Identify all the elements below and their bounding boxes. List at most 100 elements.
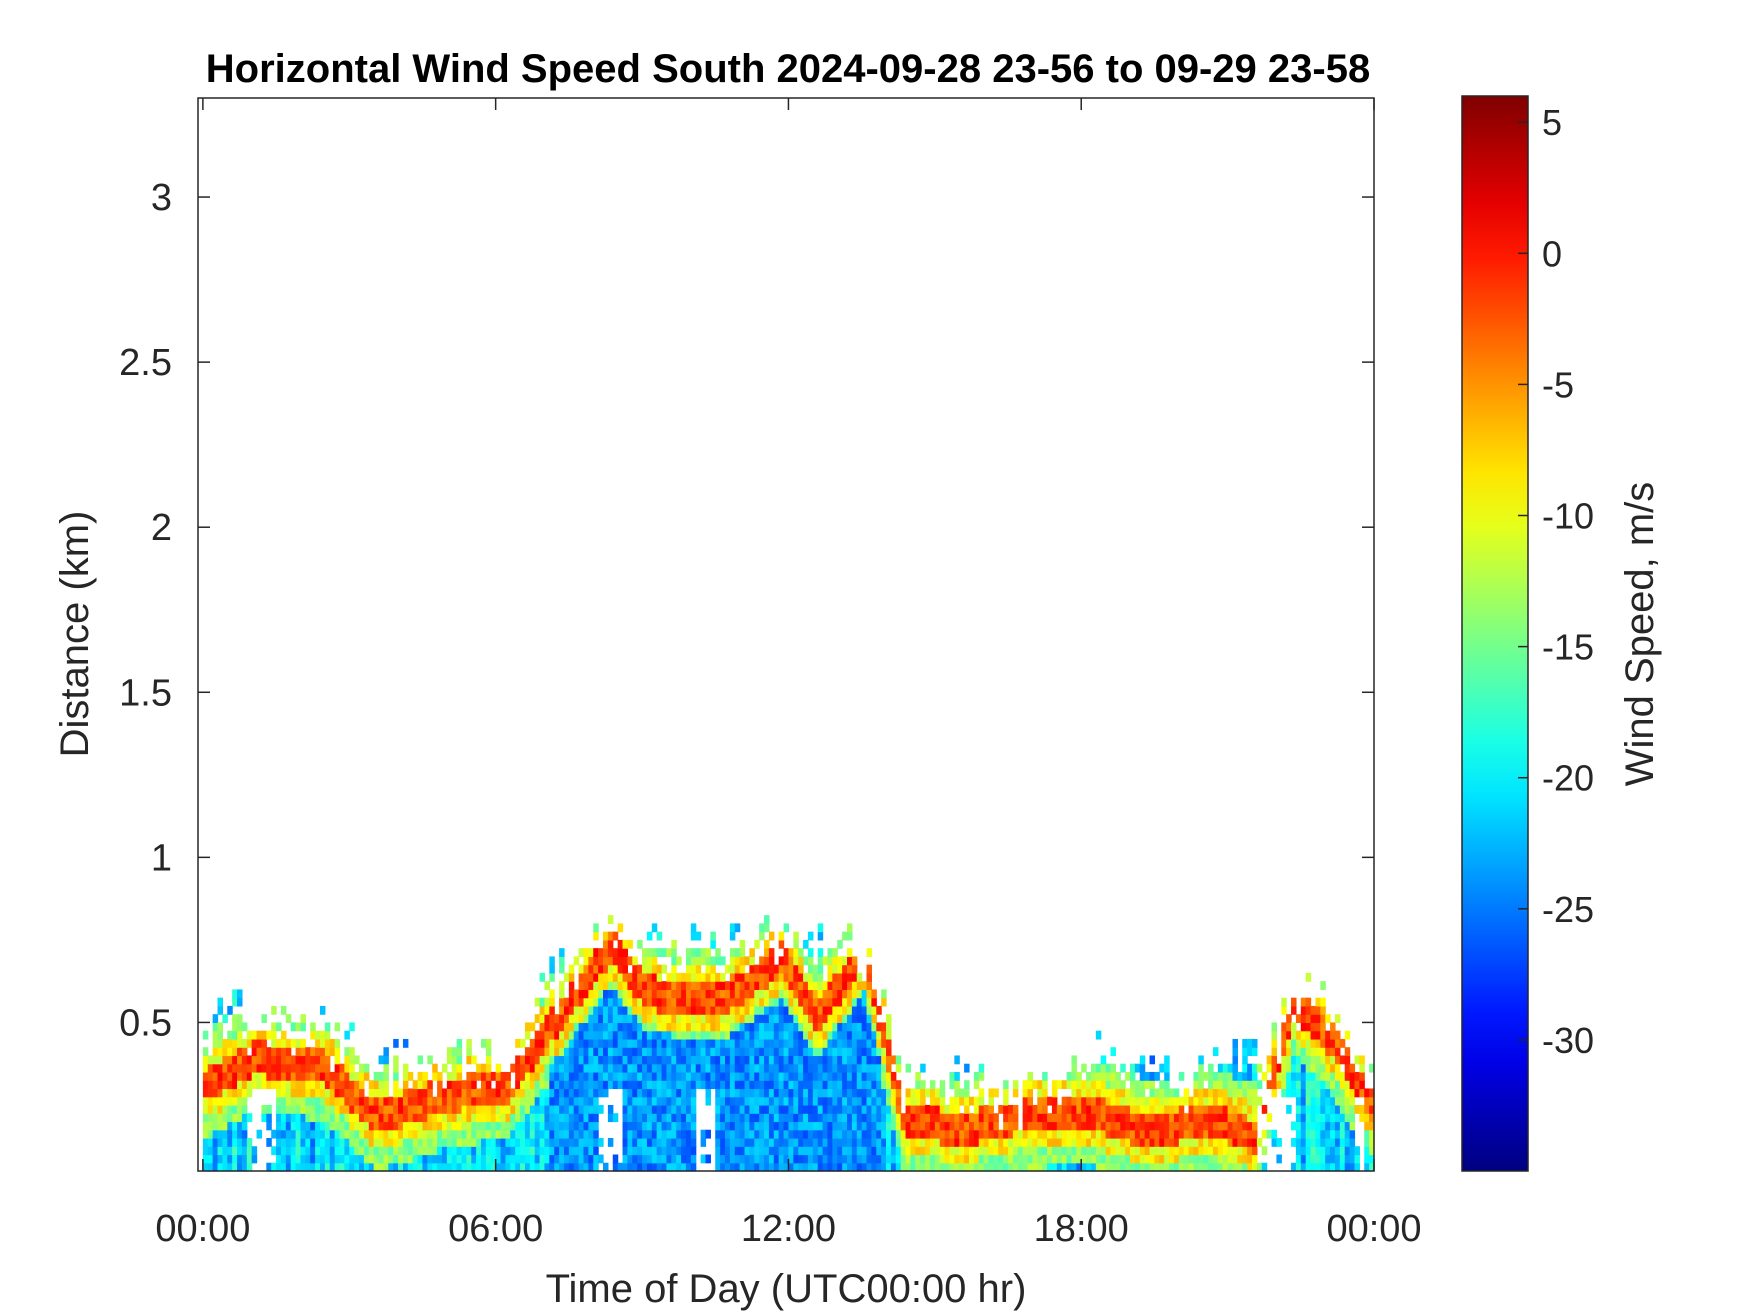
heatmap-cell xyxy=(822,997,829,1007)
heatmap-cell xyxy=(822,1104,829,1114)
heatmap-cell xyxy=(803,972,809,982)
heatmap-cell xyxy=(1305,1154,1312,1164)
heatmap-cell xyxy=(773,1104,780,1114)
heatmap-cell xyxy=(300,1113,306,1123)
heatmap-cell xyxy=(739,1055,746,1065)
heatmap-cell xyxy=(705,964,711,974)
heatmap-cell xyxy=(319,1121,326,1131)
heatmap-cell xyxy=(412,1121,419,1131)
heatmap-cell xyxy=(241,1047,248,1057)
heatmap-cell xyxy=(842,989,848,999)
heatmap-cell xyxy=(968,1129,975,1139)
heatmap-cell xyxy=(788,1146,794,1156)
heatmap-cell xyxy=(544,1030,550,1040)
heatmap-cell xyxy=(925,1137,931,1147)
heatmap-cell xyxy=(798,956,804,966)
heatmap-cell xyxy=(968,1162,975,1172)
heatmap-cell xyxy=(622,956,629,966)
heatmap-cell xyxy=(842,1154,848,1164)
heatmap-cell xyxy=(822,1154,829,1164)
heatmap-cell xyxy=(1369,1121,1375,1131)
heatmap-cell xyxy=(856,1038,863,1048)
heatmap-cell xyxy=(778,1038,785,1048)
heatmap-cell xyxy=(1003,1154,1009,1164)
heatmap-cell xyxy=(202,1129,209,1139)
heatmap-cell xyxy=(1247,1071,1253,1081)
heatmap-cell xyxy=(685,1121,692,1131)
heatmap-cell xyxy=(1227,1080,1234,1090)
heatmap-cell xyxy=(646,1146,653,1156)
heatmap-cell xyxy=(324,1030,331,1040)
heatmap-cell xyxy=(627,1063,633,1073)
heatmap-cell xyxy=(383,1071,389,1081)
heatmap-cell xyxy=(988,1121,994,1131)
heatmap-cell xyxy=(705,1096,711,1106)
heatmap-cell xyxy=(783,1096,790,1106)
heatmap-cell xyxy=(549,1129,555,1139)
heatmap-cell xyxy=(768,989,775,999)
heatmap-cell xyxy=(983,1137,990,1147)
heatmap-cell xyxy=(607,964,614,974)
heatmap-cell xyxy=(398,1162,404,1172)
heatmap-cell xyxy=(1291,1162,1297,1172)
heatmap-cell xyxy=(1232,1080,1238,1090)
heatmap-cell xyxy=(822,1121,829,1131)
heatmap-cell xyxy=(1310,1047,1317,1057)
heatmap-cell xyxy=(1247,1088,1253,1098)
heatmap-cell xyxy=(549,1022,555,1032)
heatmap-cell xyxy=(851,956,858,966)
heatmap-cell xyxy=(871,1063,877,1073)
heatmap-cell xyxy=(305,1047,311,1057)
heatmap-cell xyxy=(622,1137,629,1147)
heatmap-cell xyxy=(207,1055,214,1065)
heatmap-cell xyxy=(768,1146,775,1156)
heatmap-cell xyxy=(622,981,629,991)
heatmap-cell xyxy=(524,1055,531,1065)
heatmap-cell xyxy=(778,1005,785,1015)
heatmap-cell xyxy=(764,1113,770,1123)
heatmap-cell xyxy=(466,1154,472,1164)
heatmap-cell xyxy=(1125,1121,1131,1131)
heatmap-cell xyxy=(1086,1104,1092,1114)
heatmap-cell xyxy=(705,1071,711,1081)
heatmap-cell xyxy=(768,1096,775,1106)
heatmap-cell xyxy=(583,1080,589,1090)
heatmap-cell xyxy=(1349,1121,1356,1131)
heatmap-cell xyxy=(222,1071,228,1081)
heatmap-cell xyxy=(603,1080,609,1090)
heatmap-cell xyxy=(900,1137,907,1147)
heatmap-cell xyxy=(783,1080,790,1090)
heatmap-cell xyxy=(1027,1121,1034,1131)
heatmap-cell xyxy=(1105,1121,1112,1131)
heatmap-cell xyxy=(646,1005,653,1015)
heatmap-cell xyxy=(534,1055,541,1065)
heatmap-cell xyxy=(1349,1162,1356,1172)
heatmap-cell xyxy=(642,1137,648,1147)
heatmap-cell xyxy=(778,1055,785,1065)
heatmap-cell xyxy=(754,1080,760,1090)
heatmap-cell xyxy=(607,972,614,982)
heatmap-cell xyxy=(549,1030,555,1040)
heatmap-cell xyxy=(642,972,648,982)
heatmap-cell xyxy=(315,1129,321,1139)
heatmap-cell xyxy=(549,1113,555,1123)
heatmap-cell xyxy=(349,1088,355,1098)
heatmap-cell xyxy=(1281,1080,1287,1090)
heatmap-cell xyxy=(759,981,765,991)
heatmap-cell xyxy=(851,1104,858,1114)
heatmap-cell xyxy=(627,1162,633,1172)
heatmap-cell xyxy=(881,1080,887,1090)
heatmap-cell xyxy=(251,1146,258,1156)
heatmap-cell xyxy=(232,1047,238,1057)
heatmap-cell xyxy=(1334,1146,1341,1156)
heatmap-cell xyxy=(842,1022,848,1032)
heatmap-cell xyxy=(578,1071,585,1081)
heatmap-cell xyxy=(237,1146,243,1156)
heatmap-cell xyxy=(886,1104,892,1114)
heatmap-cell xyxy=(441,1121,448,1131)
heatmap-cell xyxy=(446,1096,453,1106)
heatmap-cell xyxy=(383,1113,389,1123)
heatmap-cell xyxy=(237,1080,243,1090)
y-tick-label: 2.5 xyxy=(119,342,172,384)
heatmap-cell xyxy=(1090,1104,1097,1114)
